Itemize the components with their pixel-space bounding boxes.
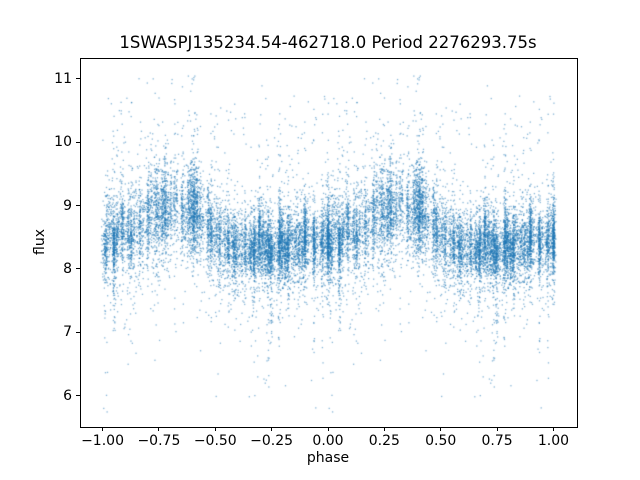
x-tick-label: 0.00 xyxy=(312,433,344,449)
y-tick xyxy=(76,141,80,143)
x-axis-label: phase xyxy=(306,450,350,466)
x-tick xyxy=(214,427,216,431)
y-tick-label: 7 xyxy=(63,324,72,341)
x-tick-label: 0.75 xyxy=(481,433,513,449)
x-tick xyxy=(327,427,329,431)
x-tick xyxy=(440,427,442,431)
y-tick-label: 11 xyxy=(54,70,72,87)
y-tick-label: 6 xyxy=(63,387,72,404)
x-tick xyxy=(552,427,554,431)
y-tick xyxy=(76,78,80,80)
x-tick xyxy=(383,427,385,431)
x-tick-label: −0.25 xyxy=(250,433,294,449)
x-tick-label: 1.00 xyxy=(537,433,570,449)
chart-title: 1SWASPJ135234.54-462718.0 Period 2276293… xyxy=(119,33,537,52)
y-tick-label: 9 xyxy=(63,197,72,214)
y-tick xyxy=(76,205,80,207)
y-tick-label: 10 xyxy=(54,134,72,151)
x-tick xyxy=(496,427,498,431)
y-tick xyxy=(76,331,80,333)
x-tick-label: 0.50 xyxy=(425,433,457,449)
scatter-points xyxy=(81,59,577,427)
y-axis-label: flux xyxy=(32,229,48,255)
x-tick-label: −0.75 xyxy=(137,433,181,449)
x-tick xyxy=(102,427,104,431)
plot-frame xyxy=(80,58,578,428)
y-tick xyxy=(76,395,80,397)
x-tick-label: −0.50 xyxy=(193,433,237,449)
x-tick-label: 0.25 xyxy=(368,433,400,449)
y-tick-label: 8 xyxy=(63,260,72,277)
x-tick xyxy=(271,427,273,431)
x-tick-label: −1.00 xyxy=(81,433,124,449)
y-tick xyxy=(76,268,80,270)
x-tick xyxy=(158,427,160,431)
